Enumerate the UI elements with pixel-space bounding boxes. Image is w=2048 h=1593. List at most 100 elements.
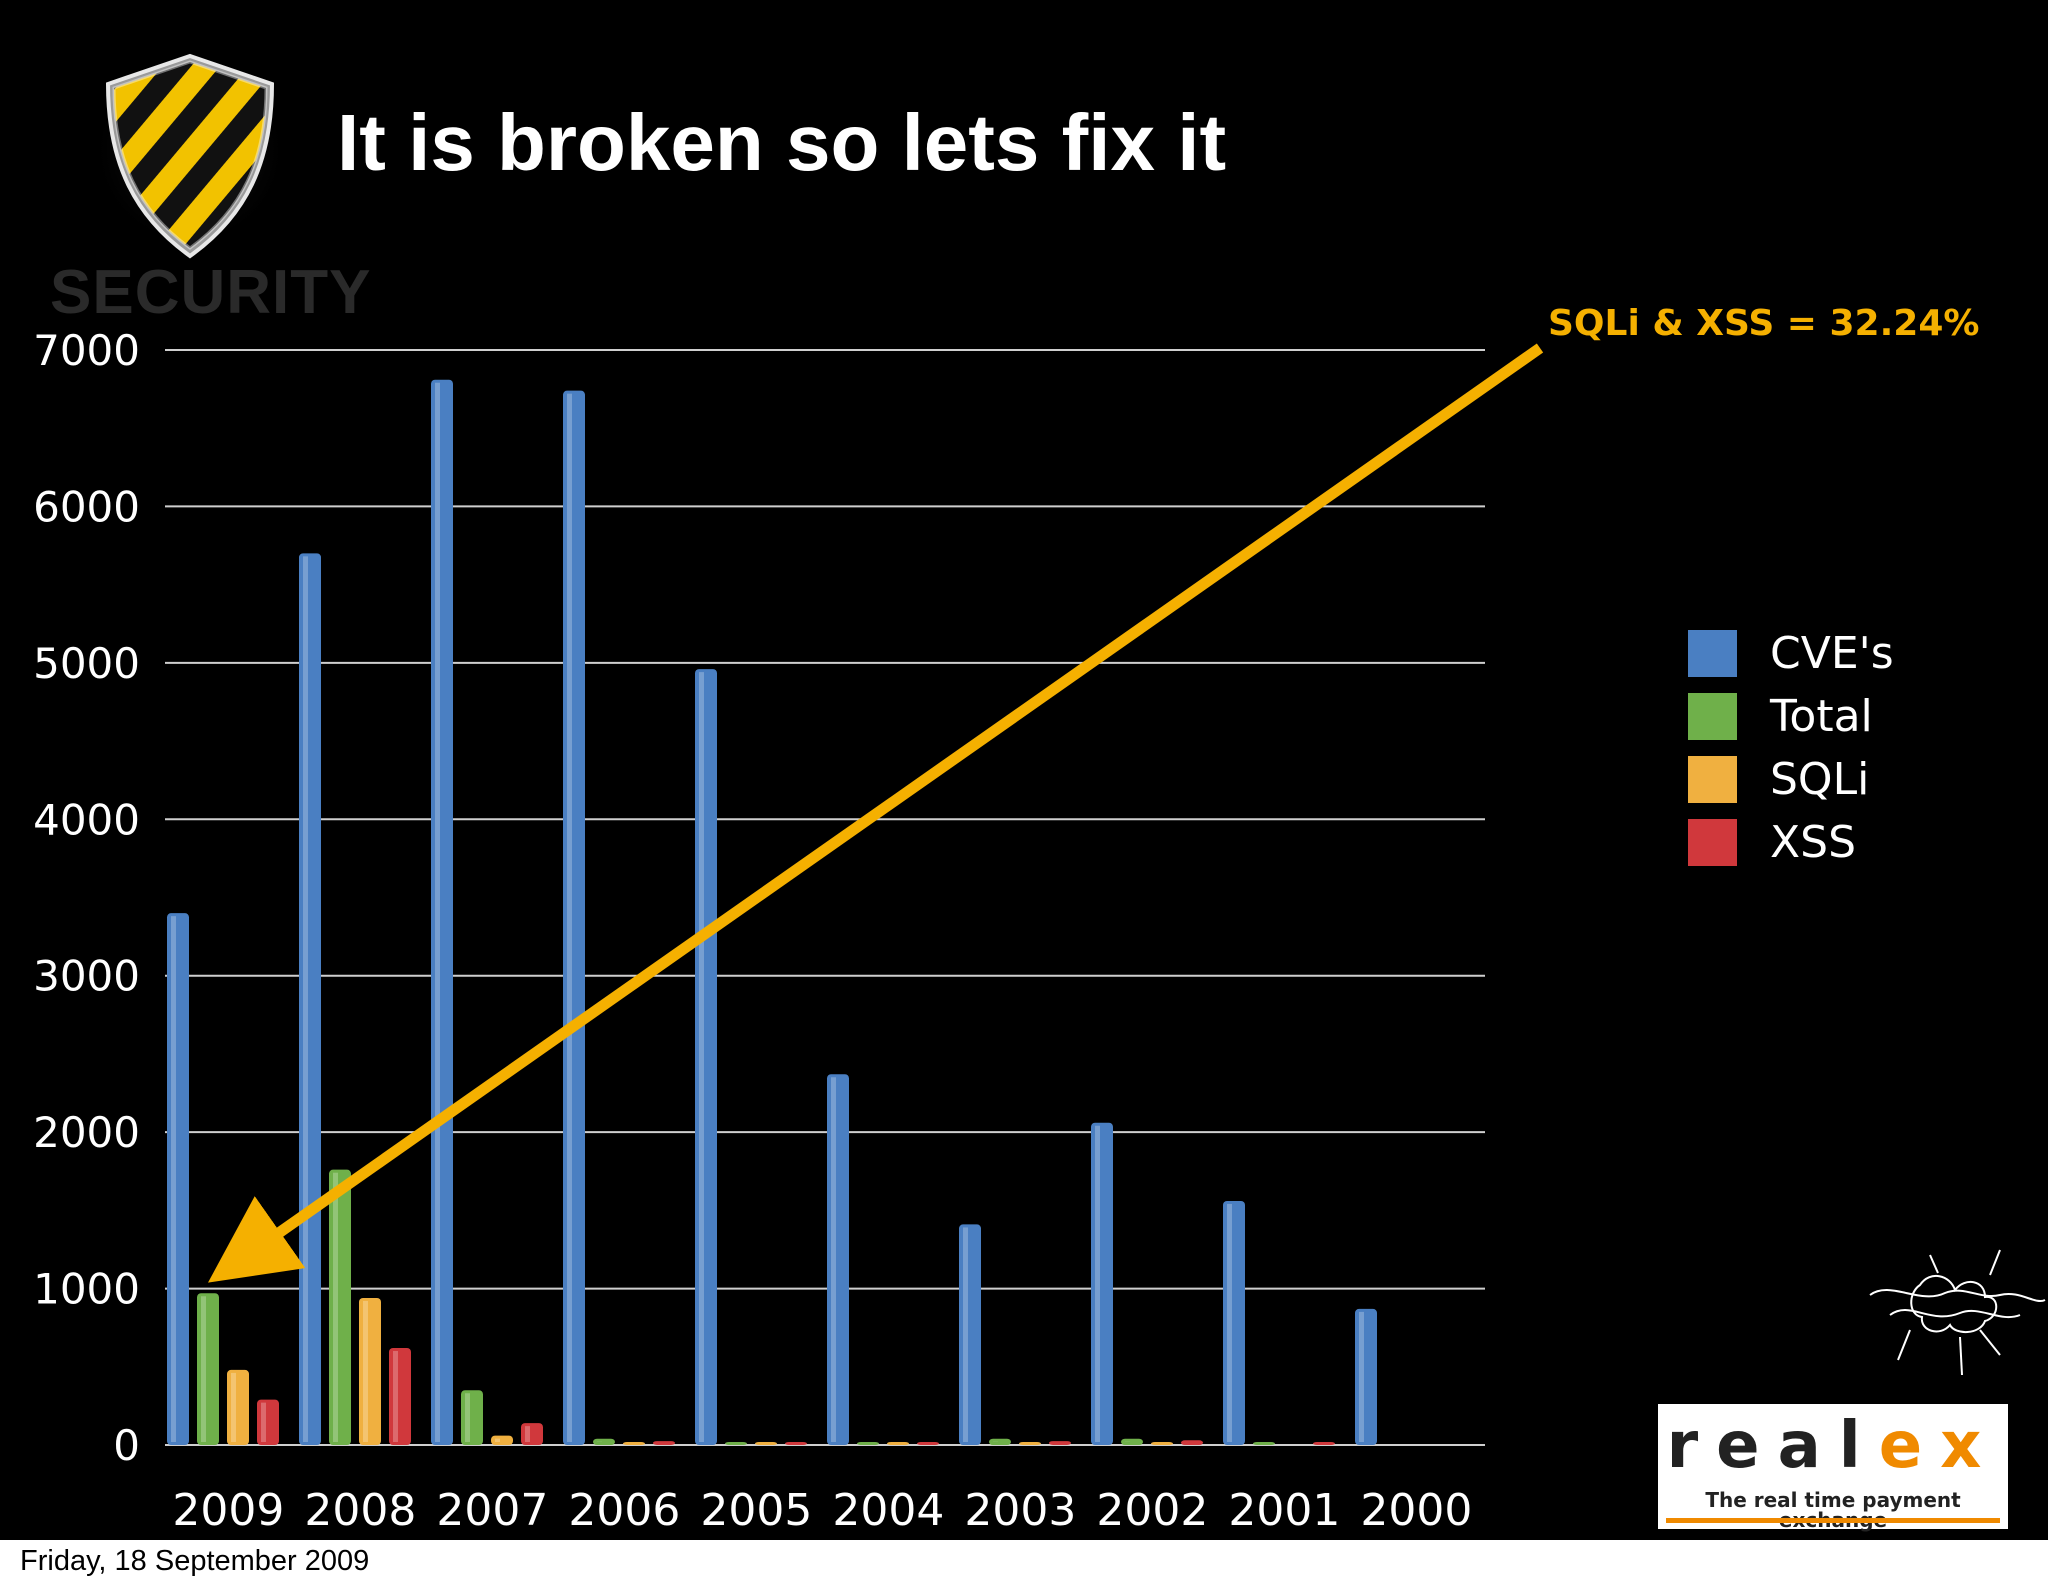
bar-highlight-sqli-2008 [363, 1300, 368, 1442]
y-tick-label-6000: 6000 [33, 482, 140, 531]
bar-total-2002 [1121, 1438, 1143, 1445]
cloud-sketch-icon [1869, 1249, 2046, 1376]
logo-underline [1666, 1518, 2000, 1523]
legend-label: Total [1770, 690, 1873, 742]
y-tick-label-7000: 7000 [33, 326, 140, 375]
bar-highlight-cves-2006 [567, 393, 572, 1443]
logo-wordmark: realex [1658, 1414, 2008, 1478]
x-tick-label-2006: 2006 [568, 1485, 680, 1536]
logo-word-a: real [1666, 1409, 1879, 1483]
bar-xss-2006 [653, 1441, 675, 1445]
bar-xss-2007 [521, 1423, 543, 1445]
legend-swatch [1688, 819, 1737, 866]
legend-label: SQLi [1770, 753, 1870, 805]
bar-highlight-cves-2004 [831, 1077, 836, 1442]
x-tick-label-2000: 2000 [1360, 1485, 1472, 1536]
legend-item-xss: XSS [1688, 811, 1894, 874]
bar-xss-2009 [257, 1399, 279, 1445]
bar-xss-2004 [917, 1442, 939, 1445]
bar-cves-2002 [1091, 1122, 1113, 1445]
bar-sqli-2004 [887, 1442, 909, 1445]
bar-highlight-cves-2005 [699, 672, 704, 1442]
bar-total-2008 [329, 1169, 351, 1445]
bar-cves-2003 [959, 1224, 981, 1445]
bar-xss-2002 [1181, 1440, 1203, 1445]
y-tick-label-3000: 3000 [33, 952, 140, 1001]
legend-item-cves: CVE's [1688, 622, 1894, 685]
legend-swatch [1688, 693, 1737, 740]
bar-highlight-cves-2009 [171, 916, 176, 1442]
bar-highlight-cves-2000 [1359, 1311, 1364, 1442]
realex-logo: realex The real time payment exchange [1658, 1404, 2008, 1532]
x-tick-label-2009: 2009 [172, 1485, 284, 1536]
bar-sqli-2006 [623, 1442, 645, 1445]
bar-highlight-cves-2008 [303, 556, 308, 1442]
y-tick-label-1000: 1000 [33, 1265, 140, 1314]
legend-item-sqli: SQLi [1688, 748, 1894, 811]
y-tick-label-5000: 5000 [33, 639, 140, 688]
bar-xss-2001 [1313, 1442, 1335, 1445]
bar-highlight-cves-2002 [1095, 1125, 1100, 1442]
bar-highlight-cves-2007 [435, 382, 440, 1442]
bar-total-2006 [593, 1438, 615, 1445]
bar-sqli-2003 [1019, 1442, 1041, 1445]
y-tick-label-0: 0 [113, 1421, 140, 1470]
legend-label: XSS [1770, 816, 1857, 868]
legend-label: CVE's [1770, 627, 1894, 679]
bar-highlight-xss-2009 [261, 1402, 266, 1442]
bar-sqli-2008 [359, 1297, 381, 1445]
bar-cves-2000 [1355, 1308, 1377, 1445]
y-tick-label-4000: 4000 [33, 795, 140, 844]
bar-xss-2003 [1049, 1441, 1071, 1445]
legend-item-total: Total [1688, 685, 1894, 748]
bar-xss-2005 [785, 1442, 807, 1445]
bar-cves-2009 [167, 913, 189, 1445]
x-tick-label-2003: 2003 [964, 1485, 1076, 1536]
bar-cves-2006 [563, 390, 585, 1446]
bar-highlight-total-2007 [465, 1393, 470, 1442]
bar-total-2009 [197, 1293, 219, 1445]
bar-highlight-xss-2007 [525, 1426, 530, 1442]
slide-title: It is broken so lets fix it [337, 98, 1227, 187]
bar-cves-2007 [431, 379, 453, 1445]
footer-date: Friday, 18 September 2009 [20, 1545, 370, 1577]
logo-word-b: ex [1878, 1409, 2000, 1483]
x-tick-label-2005: 2005 [700, 1485, 812, 1536]
chart-legend: CVE's Total SQLi XSS [1688, 622, 1894, 874]
legend-swatch [1688, 756, 1737, 803]
bar-total-2005 [725, 1442, 747, 1445]
bar-chart: 0 1000 2000 3000 4000 5000 6000 7000 2009 2008 200… [33, 326, 1544, 1536]
bar-sqli-2005 [755, 1442, 777, 1445]
bar-total-2003 [989, 1438, 1011, 1445]
bar-sqli-2002 [1151, 1442, 1173, 1445]
x-tick-label-2008: 2008 [304, 1485, 416, 1536]
bar-cves-2001 [1223, 1200, 1245, 1445]
bar-highlight-sqli-2009 [231, 1372, 236, 1442]
x-tick-label-2002: 2002 [1096, 1485, 1208, 1536]
bar-highlight-total-2009 [201, 1296, 206, 1442]
bar-xss-2008 [389, 1348, 411, 1445]
bar-total-2007 [461, 1390, 483, 1445]
annotation-arrow [207, 343, 1544, 1283]
bar-cves-2008 [299, 553, 321, 1445]
y-tick-label-2000: 2000 [33, 1108, 140, 1157]
bar-sqli-2009 [227, 1369, 249, 1445]
slide: SECURITY It is broken so lets fix it 0 10… [0, 0, 2048, 1540]
legend-swatch [1688, 630, 1737, 677]
bar-highlight-cves-2001 [1227, 1203, 1232, 1442]
x-tick-label-2004: 2004 [832, 1485, 944, 1536]
bar-highlight-sqli-2007 [495, 1438, 500, 1442]
bar-highlight-total-2008 [333, 1172, 338, 1442]
security-watermark: SECURITY [50, 258, 372, 327]
bar-highlight-xss-2008 [393, 1351, 398, 1442]
x-tick-label-2001: 2001 [1228, 1485, 1340, 1536]
x-tick-label-2007: 2007 [436, 1485, 548, 1536]
security-shield-icon [92, 52, 288, 259]
bar-highlight-cves-2003 [963, 1227, 968, 1442]
bar-sqli-2007 [491, 1435, 513, 1445]
bar-total-2004 [857, 1442, 879, 1445]
bar-cves-2004 [827, 1074, 849, 1445]
bar-cves-2005 [695, 669, 717, 1445]
bar-total-2001 [1253, 1442, 1275, 1445]
logo-tagline: The real time payment exchange [1705, 1488, 1961, 1532]
